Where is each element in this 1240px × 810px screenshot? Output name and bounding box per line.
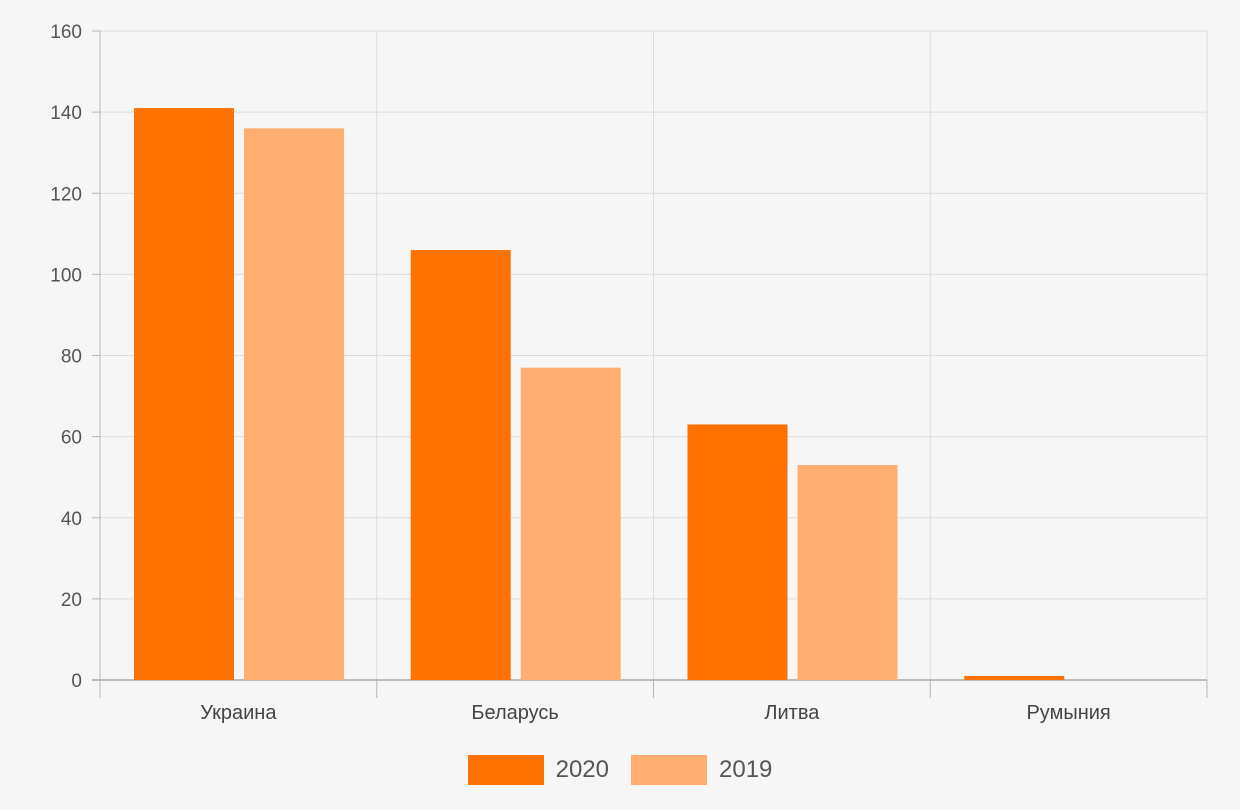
y-tick-label: 120 bbox=[50, 184, 82, 205]
y-tick-label: 20 bbox=[61, 590, 82, 611]
x-category-label: Литва bbox=[764, 702, 820, 724]
y-tick-label: 100 bbox=[50, 265, 82, 286]
legend-label-2019: 2019 bbox=[719, 756, 773, 783]
bar-2020-Беларусь bbox=[410, 250, 511, 680]
y-tick-label: 80 bbox=[61, 347, 82, 368]
bar-2020-Румыния bbox=[964, 675, 1065, 680]
x-category-label: Украина bbox=[200, 702, 277, 724]
y-tick-label: 160 bbox=[50, 22, 82, 43]
bar-2019-Беларусь bbox=[520, 367, 621, 680]
y-tick-label: 60 bbox=[61, 428, 82, 449]
y-tick-label: 40 bbox=[61, 509, 82, 530]
bar-chart: 0 20 40 60 80 100 120 140 160 Украина Беларусь Литв… bbox=[50, 22, 1208, 724]
legend-item-2019[interactable]: 2019 bbox=[631, 755, 772, 785]
bar-2019-Украина bbox=[244, 128, 344, 681]
x-category-label: Беларусь bbox=[471, 702, 558, 724]
legend-item-2020[interactable]: 2020 bbox=[467, 755, 609, 785]
legend: 2020 2019 bbox=[0, 752, 1240, 788]
y-tick-label: 140 bbox=[50, 103, 82, 124]
y-tick-label: 0 bbox=[71, 671, 82, 692]
bar-2020-Украина bbox=[134, 108, 234, 681]
legend-label-2020: 2020 bbox=[555, 756, 609, 783]
legend-swatch-2020 bbox=[467, 755, 544, 785]
bar-2019-Литва bbox=[797, 465, 898, 680]
x-category-label: Румыния bbox=[1026, 702, 1110, 724]
legend-swatch-2019 bbox=[631, 755, 707, 785]
bar-2020-Литва bbox=[687, 424, 788, 680]
